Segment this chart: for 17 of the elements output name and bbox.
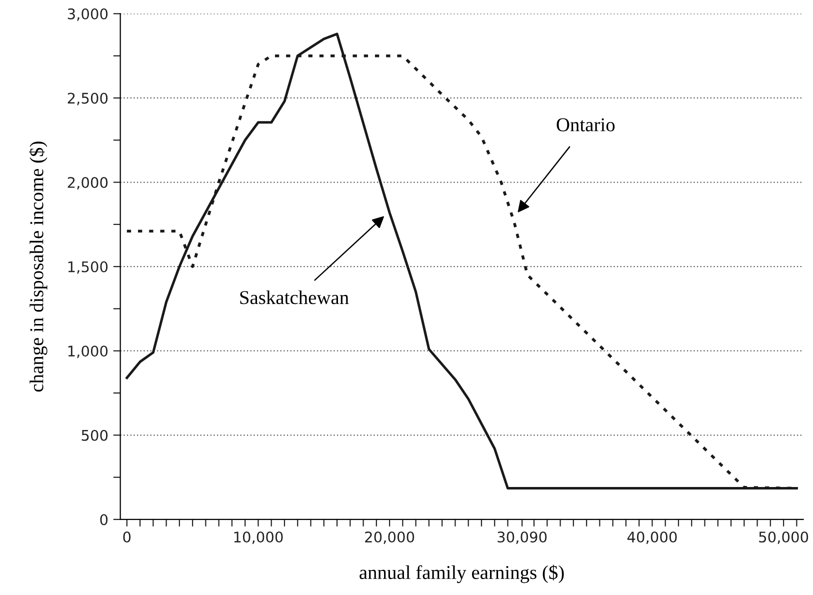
y-tick-label: 1,500 xyxy=(68,261,108,274)
x-tick-label: 0 xyxy=(123,532,131,543)
x-tick-label: 30,090 xyxy=(498,532,547,544)
x-tick-label: 10,000 xyxy=(234,532,283,544)
x-axis-title: annual family earnings ($) xyxy=(360,564,564,584)
annotation: Saskatchewan xyxy=(240,290,349,304)
y-tick-label: 3,000 xyxy=(68,8,108,21)
x-tick-label: 50,000 xyxy=(759,532,808,544)
y-tick-label: 2,000 xyxy=(68,176,108,190)
y-tick-label: 0 xyxy=(100,514,108,526)
x-tick-label: 40,000 xyxy=(627,532,677,544)
y-tick-label: 2,500 xyxy=(68,92,108,106)
y-tick-label: 500 xyxy=(82,430,108,441)
annotation: Ontario xyxy=(556,118,615,132)
y-tick-label: 1,000 xyxy=(68,346,108,358)
y-axis-title: change in disposable income ($) xyxy=(29,142,48,392)
x-tick-label: 20,000 xyxy=(365,532,414,544)
